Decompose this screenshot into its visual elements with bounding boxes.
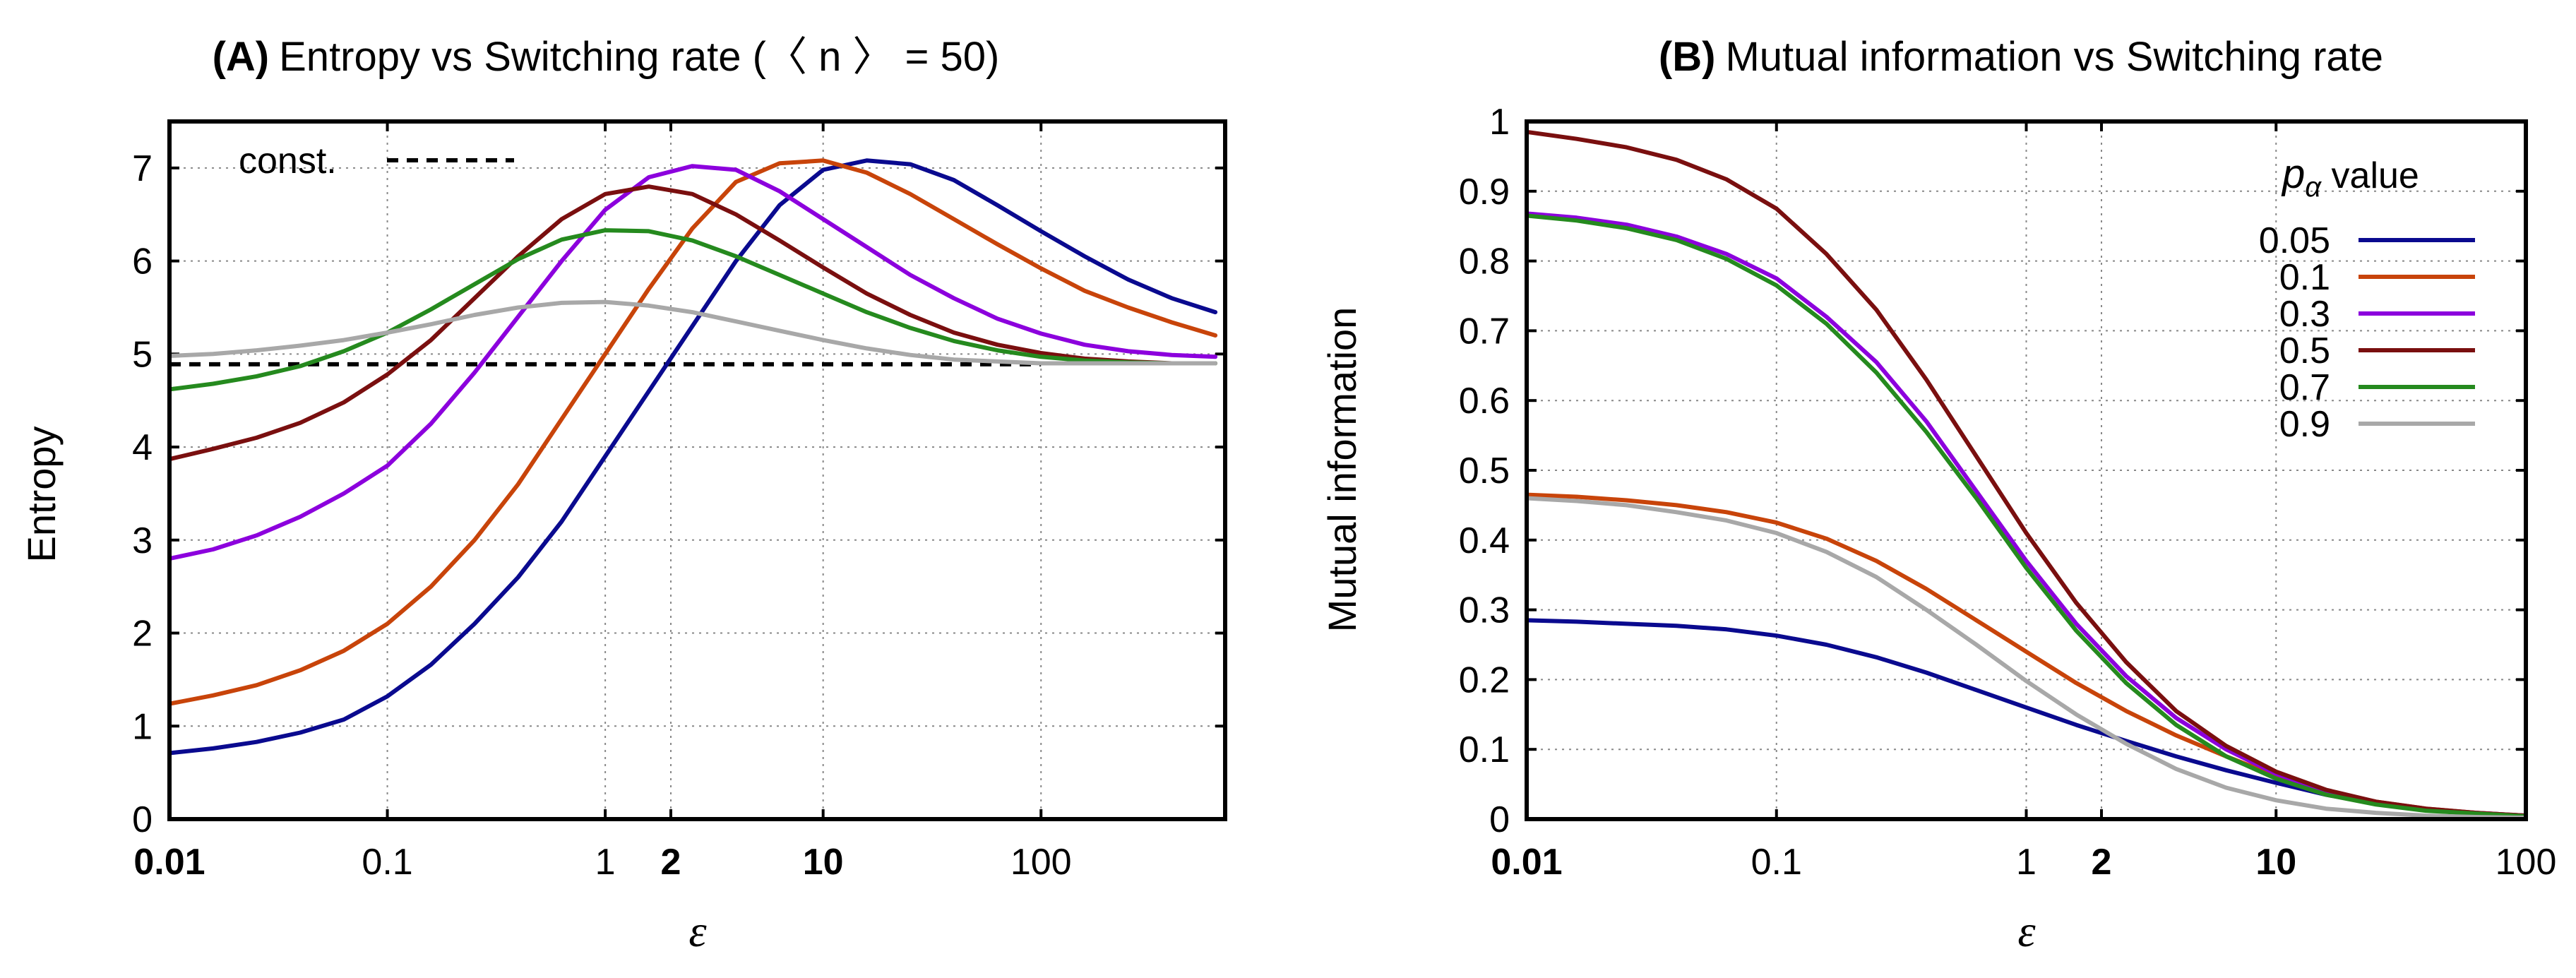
b-y-tick-label: 0.8: [1459, 241, 1510, 282]
legend-title-p: p: [2281, 151, 2305, 197]
b-x-tick-label: 0.01: [1491, 842, 1562, 883]
legend-label-0-1: 0.1: [2279, 257, 2330, 298]
panel-b-legend: pα value 0.050.10.30.50.70.9: [2259, 151, 2475, 445]
legend-title-alpha: α: [2305, 172, 2322, 203]
b-y-tick-label: 0.2: [1459, 660, 1510, 700]
a-series-line-0-3: [167, 164, 1218, 561]
const-legend-label: const.: [239, 141, 337, 181]
b-x-tick-label: 10: [2255, 842, 2296, 883]
panel-a-plot-area: [167, 158, 1218, 756]
a-y-tick-label: 7: [132, 148, 153, 189]
a-x-tick-label: 100: [1010, 842, 1072, 883]
legend-title: pα value: [2281, 151, 2419, 203]
a-series-line-0-1: [167, 158, 1218, 706]
a-y-tick-label: 4: [132, 427, 153, 468]
b-x-tick-label: 100: [2496, 842, 2557, 883]
a-x-tick-label: 2: [661, 842, 681, 883]
b-y-tick-label: 0.9: [1459, 172, 1510, 213]
legend-label-0-7: 0.7: [2279, 367, 2330, 408]
legend-label-0-5: 0.5: [2279, 330, 2330, 371]
a-series-line-0-5: [167, 184, 1218, 462]
legend-label-0-3: 0.3: [2279, 294, 2330, 335]
b-y-tick-label: 1: [1489, 102, 1510, 143]
b-y-tick-label: 0.5: [1459, 451, 1510, 491]
a-y-tick-label: 6: [132, 241, 153, 282]
b-series-line-0-9: [1525, 496, 2528, 820]
panel-a-ticks: 0.01 0.1 1 2 10 100 0 1 2 3 4 5 6 7: [132, 121, 1225, 883]
a-y-tick-label: 1: [132, 706, 153, 747]
legend-items: 0.050.10.30.50.70.9: [2259, 220, 2475, 445]
a-y-tick-label: 3: [132, 520, 153, 561]
panel-a-title-tag: (A): [213, 34, 270, 80]
legend-label-0-05: 0.05: [2259, 220, 2330, 261]
b-x-tick-label: 1: [2016, 842, 2037, 883]
panel-b-mutual-information: (B) Mutual information vs Switching rate …: [1320, 34, 2556, 956]
a-x-tick-label: 0.01: [133, 842, 205, 883]
panel-a-x-axis-label: ε: [688, 906, 707, 956]
b-series-line-0-7: [1525, 213, 2528, 818]
a-series-line-0-9: [167, 299, 1218, 366]
b-x-tick-label: 0.1: [1751, 842, 1802, 883]
legend-title-value: value: [2321, 155, 2419, 196]
panel-b-title-tag: (B): [1659, 34, 1716, 80]
b-y-tick-label: 0: [1489, 799, 1510, 840]
panel-a-entropy: (A) Entropy vs Switching rate (〈 n 〉 = 50…: [19, 34, 1227, 956]
b-y-tick-label: 0.4: [1459, 520, 1510, 561]
a-y-tick-label: 0: [132, 799, 153, 840]
panel-a-legend: const.: [239, 141, 514, 181]
a-x-tick-label: 1: [595, 842, 616, 883]
b-y-tick-label: 0.1: [1459, 729, 1510, 770]
panel-b-y-axis-label: Mutual information: [1320, 307, 1364, 633]
a-x-tick-label: 0.1: [362, 842, 412, 883]
b-x-tick-label: 2: [2092, 842, 2112, 883]
panel-a-y-axis-label: Entropy: [19, 427, 64, 563]
panel-b-plot-area: [1525, 129, 2528, 820]
panel-a-frame: [167, 119, 1227, 821]
b-y-tick-label: 0.6: [1459, 381, 1510, 422]
b-y-tick-label: 0.7: [1459, 311, 1510, 352]
a-series-line-0-7: [167, 228, 1218, 392]
a-x-tick-label: 10: [803, 842, 844, 883]
panel-b-frame: [1525, 119, 2528, 821]
legend-label-0-9: 0.9: [2279, 404, 2330, 445]
a-y-tick-label: 2: [132, 614, 153, 655]
b-y-tick-label: 0.3: [1459, 590, 1510, 631]
panel-b-title-text: Mutual information vs Switching rate: [1725, 34, 2383, 80]
panel-a-title: (A) Entropy vs Switching rate (〈 n 〉 = 50…: [213, 34, 1000, 80]
a-series-line-0-05: [167, 158, 1218, 756]
panel-b-title: (B) Mutual information vs Switching rate: [1659, 34, 2383, 80]
b-series-line-0-5: [1525, 129, 2528, 818]
panel-a-title-text: Entropy vs Switching rate (〈 n 〉 = 50): [279, 34, 999, 80]
panel-b-x-axis-label: ε: [2017, 906, 2036, 956]
a-y-tick-label: 5: [132, 334, 153, 375]
